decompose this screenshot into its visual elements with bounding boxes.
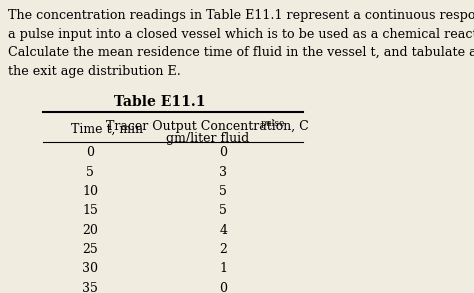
- Text: 35: 35: [82, 282, 98, 293]
- Text: 5: 5: [219, 185, 228, 198]
- Text: 0: 0: [219, 282, 228, 293]
- Text: 5: 5: [86, 166, 94, 179]
- Text: 5: 5: [219, 204, 228, 217]
- Text: 4: 4: [219, 224, 228, 236]
- Text: 0: 0: [86, 146, 94, 159]
- Text: 30: 30: [82, 262, 98, 275]
- Text: 1: 1: [219, 262, 228, 275]
- Text: Table E11.1: Table E11.1: [114, 95, 206, 109]
- Text: gm/liter fluid: gm/liter fluid: [166, 132, 249, 144]
- Text: Time t, min: Time t, min: [71, 122, 143, 135]
- Text: 25: 25: [82, 243, 98, 256]
- Text: pulse: pulse: [261, 119, 285, 128]
- Text: 0: 0: [219, 146, 228, 159]
- Text: a pulse input into a closed vessel which is to be used as a chemical reactor.: a pulse input into a closed vessel which…: [8, 28, 474, 40]
- Text: 20: 20: [82, 224, 98, 236]
- Text: 2: 2: [219, 243, 228, 256]
- Text: Tracer Output Concentration, C: Tracer Output Concentration, C: [106, 120, 309, 133]
- Text: 10: 10: [82, 185, 98, 198]
- Text: Calculate the mean residence time of fluid in the vessel t, and tabulate and plo: Calculate the mean residence time of flu…: [8, 46, 474, 59]
- Text: 3: 3: [219, 166, 228, 179]
- Text: 15: 15: [82, 204, 98, 217]
- Text: The concentration readings in Table E11.1 represent a continuous response to: The concentration readings in Table E11.…: [8, 9, 474, 22]
- Text: the exit age distribution E.: the exit age distribution E.: [8, 65, 181, 78]
